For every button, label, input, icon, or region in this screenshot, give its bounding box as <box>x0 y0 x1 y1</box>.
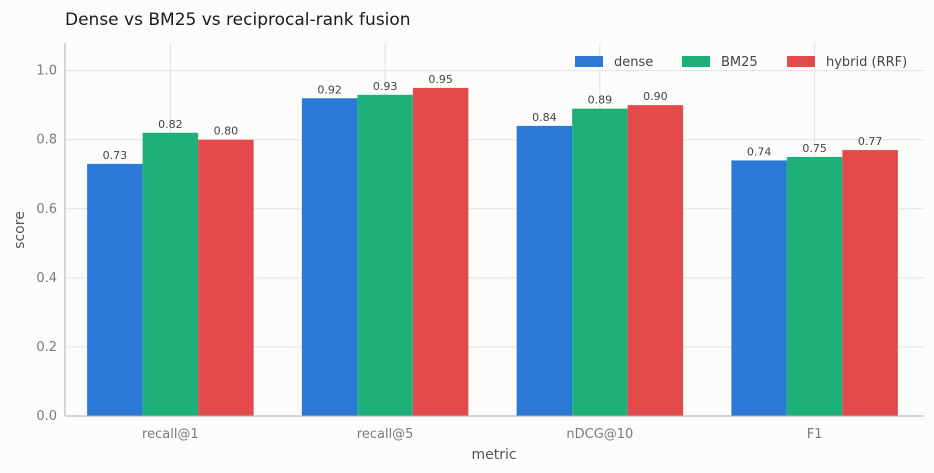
bars <box>87 87 898 417</box>
data-label: 0.89 <box>588 94 613 107</box>
bar <box>786 156 843 416</box>
bar <box>198 139 254 416</box>
bar <box>572 108 628 417</box>
legend-label: hybrid (RRF) <box>826 55 907 70</box>
bar <box>301 98 358 416</box>
legend-swatch <box>682 56 710 67</box>
chart-title: Dense vs BM25 vs reciprocal-rank fusion <box>65 10 411 30</box>
data-label: 0.74 <box>747 145 772 158</box>
data-label: 0.84 <box>532 111 557 124</box>
y-tick-label: 1.0 <box>36 64 57 79</box>
data-label: 0.73 <box>103 149 128 162</box>
legend: dense BM25 hybrid (RRF) <box>575 55 907 70</box>
data-label: 0.93 <box>373 80 398 93</box>
axes: 0.0 0.2 0.4 0.6 0.8 1.0 recall@1 recall@5 nDCG@1… <box>36 43 924 442</box>
bar <box>87 163 143 416</box>
data-label: 0.82 <box>158 118 183 131</box>
y-tick-label: 0.8 <box>36 133 57 148</box>
bar <box>142 132 199 416</box>
bar <box>842 150 898 416</box>
bar <box>516 125 573 416</box>
x-tick-label: recall@5 <box>357 427 414 442</box>
data-label: 0.80 <box>214 125 239 138</box>
data-label: 0.77 <box>858 135 883 148</box>
y-tick-label: 0.4 <box>36 271 57 286</box>
x-tick-label: F1 <box>807 427 823 442</box>
y-axis-label: score <box>12 211 28 249</box>
bar <box>412 87 469 417</box>
y-tick-label: 0.6 <box>36 202 57 217</box>
x-axis-label: metric <box>471 447 516 463</box>
bar <box>357 94 413 417</box>
legend-swatch <box>575 56 603 67</box>
legend-label: BM25 <box>721 55 758 70</box>
data-label: 0.95 <box>428 73 453 86</box>
bar <box>731 160 787 416</box>
y-tick-label: 0.0 <box>36 409 57 424</box>
data-label: 0.92 <box>317 83 342 96</box>
data-labels: 0.73 0.92 0.84 0.74 0.82 0.93 0.89 0.75 0.80 0.95… <box>103 73 883 162</box>
legend-label: dense <box>614 55 653 70</box>
x-tick-label: nDCG@10 <box>566 427 633 442</box>
data-label: 0.90 <box>643 90 668 103</box>
bar <box>627 105 684 417</box>
x-tick-label: recall@1 <box>142 427 199 442</box>
data-label: 0.75 <box>802 142 827 155</box>
legend-swatch <box>787 56 815 67</box>
y-tick-label: 0.2 <box>36 340 57 355</box>
